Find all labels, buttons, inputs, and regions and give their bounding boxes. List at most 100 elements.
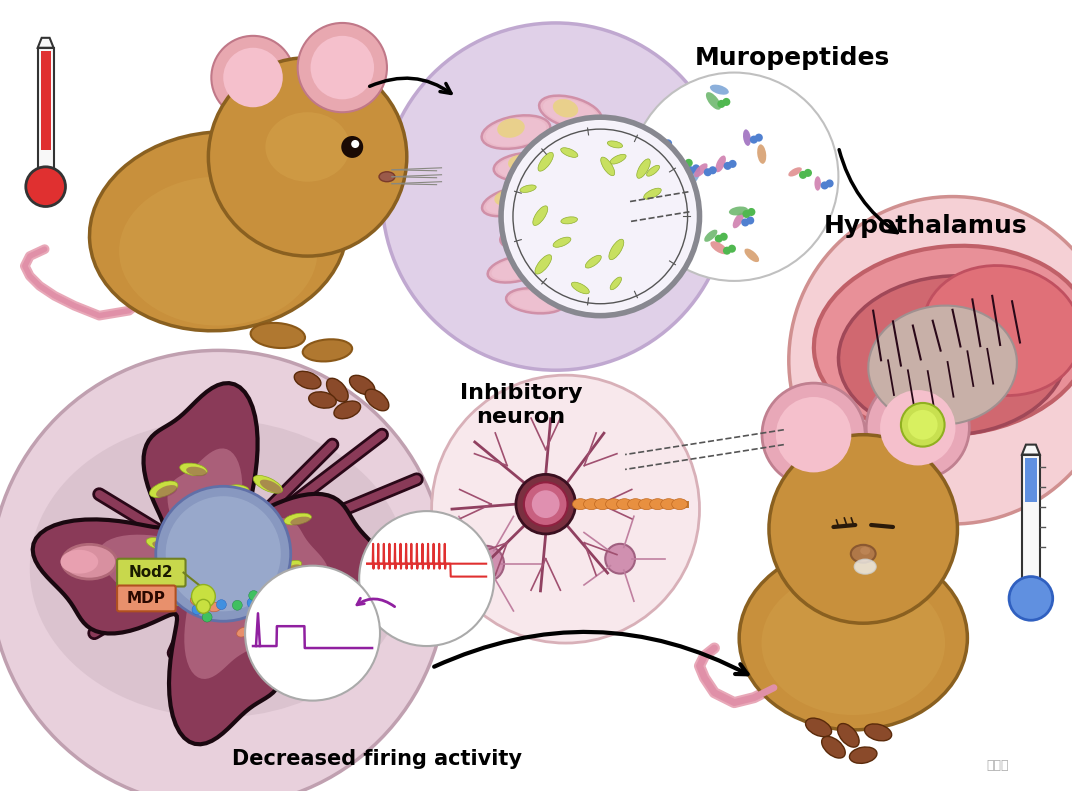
- Circle shape: [660, 142, 666, 148]
- Circle shape: [311, 36, 374, 99]
- Circle shape: [382, 23, 729, 370]
- Circle shape: [693, 165, 699, 172]
- Circle shape: [908, 410, 937, 440]
- Circle shape: [747, 218, 753, 223]
- Ellipse shape: [379, 172, 395, 182]
- Ellipse shape: [656, 216, 665, 235]
- Circle shape: [359, 611, 368, 621]
- Circle shape: [516, 474, 576, 534]
- Circle shape: [461, 609, 472, 619]
- Ellipse shape: [349, 620, 363, 629]
- Ellipse shape: [585, 256, 602, 268]
- Circle shape: [212, 36, 295, 119]
- Ellipse shape: [507, 288, 566, 314]
- Circle shape: [901, 403, 945, 446]
- Text: Inhibitory
neuron: Inhibitory neuron: [460, 384, 582, 426]
- Circle shape: [417, 590, 427, 599]
- Ellipse shape: [661, 499, 676, 510]
- Ellipse shape: [334, 401, 361, 418]
- Circle shape: [360, 511, 495, 646]
- Ellipse shape: [482, 115, 550, 148]
- Circle shape: [414, 608, 423, 619]
- Text: Decreased firing activity: Decreased firing activity: [232, 750, 522, 769]
- Circle shape: [248, 591, 258, 600]
- Circle shape: [298, 23, 387, 112]
- Ellipse shape: [163, 591, 185, 606]
- Ellipse shape: [548, 218, 599, 245]
- Circle shape: [724, 99, 729, 105]
- Circle shape: [775, 397, 851, 472]
- Circle shape: [769, 434, 958, 623]
- Ellipse shape: [328, 607, 342, 616]
- Bar: [41, 51, 51, 150]
- Ellipse shape: [253, 476, 283, 493]
- Ellipse shape: [861, 547, 870, 555]
- Ellipse shape: [281, 565, 301, 577]
- Ellipse shape: [637, 159, 650, 179]
- Circle shape: [432, 376, 700, 643]
- Ellipse shape: [743, 129, 751, 146]
- Ellipse shape: [486, 118, 546, 146]
- Ellipse shape: [508, 155, 534, 172]
- Ellipse shape: [814, 246, 1080, 435]
- Bar: [1025, 457, 1037, 502]
- Ellipse shape: [606, 499, 621, 510]
- Circle shape: [367, 590, 377, 599]
- Polygon shape: [98, 449, 328, 679]
- Ellipse shape: [551, 220, 596, 243]
- Circle shape: [224, 48, 283, 107]
- Circle shape: [165, 496, 281, 611]
- Ellipse shape: [539, 95, 602, 129]
- Ellipse shape: [706, 92, 721, 110]
- Polygon shape: [32, 384, 394, 744]
- Ellipse shape: [650, 499, 665, 510]
- Ellipse shape: [677, 165, 691, 172]
- Ellipse shape: [609, 239, 624, 260]
- Ellipse shape: [486, 190, 536, 214]
- Ellipse shape: [208, 603, 222, 611]
- Circle shape: [671, 224, 676, 229]
- Circle shape: [192, 605, 202, 615]
- Ellipse shape: [495, 190, 517, 206]
- Text: MDP: MDP: [126, 591, 165, 606]
- Ellipse shape: [739, 546, 968, 730]
- Ellipse shape: [610, 277, 621, 290]
- Ellipse shape: [119, 177, 318, 326]
- Circle shape: [800, 172, 806, 178]
- Circle shape: [279, 610, 288, 619]
- Circle shape: [730, 161, 735, 167]
- Circle shape: [705, 169, 711, 175]
- Circle shape: [524, 482, 567, 526]
- Circle shape: [0, 350, 446, 794]
- Ellipse shape: [448, 616, 461, 625]
- Circle shape: [318, 605, 327, 615]
- Circle shape: [665, 225, 671, 232]
- Bar: [1022, 454, 1040, 593]
- Ellipse shape: [687, 168, 701, 186]
- Ellipse shape: [510, 291, 562, 311]
- Ellipse shape: [553, 99, 578, 118]
- Circle shape: [531, 490, 559, 518]
- Ellipse shape: [923, 265, 1080, 395]
- Ellipse shape: [600, 157, 615, 175]
- Ellipse shape: [550, 185, 572, 200]
- Polygon shape: [38, 38, 54, 48]
- Ellipse shape: [711, 241, 728, 254]
- Circle shape: [751, 137, 757, 143]
- Ellipse shape: [274, 561, 301, 577]
- Ellipse shape: [379, 608, 392, 619]
- Ellipse shape: [254, 597, 267, 607]
- Ellipse shape: [291, 517, 311, 526]
- Circle shape: [288, 609, 298, 619]
- Ellipse shape: [62, 545, 117, 579]
- Ellipse shape: [864, 724, 892, 741]
- Ellipse shape: [30, 420, 407, 718]
- Ellipse shape: [744, 249, 759, 262]
- Ellipse shape: [260, 480, 282, 493]
- Circle shape: [156, 486, 291, 621]
- Ellipse shape: [227, 484, 249, 494]
- Circle shape: [724, 248, 730, 253]
- Ellipse shape: [423, 593, 437, 603]
- Circle shape: [686, 160, 691, 166]
- Text: Muropeptides: Muropeptides: [694, 46, 890, 70]
